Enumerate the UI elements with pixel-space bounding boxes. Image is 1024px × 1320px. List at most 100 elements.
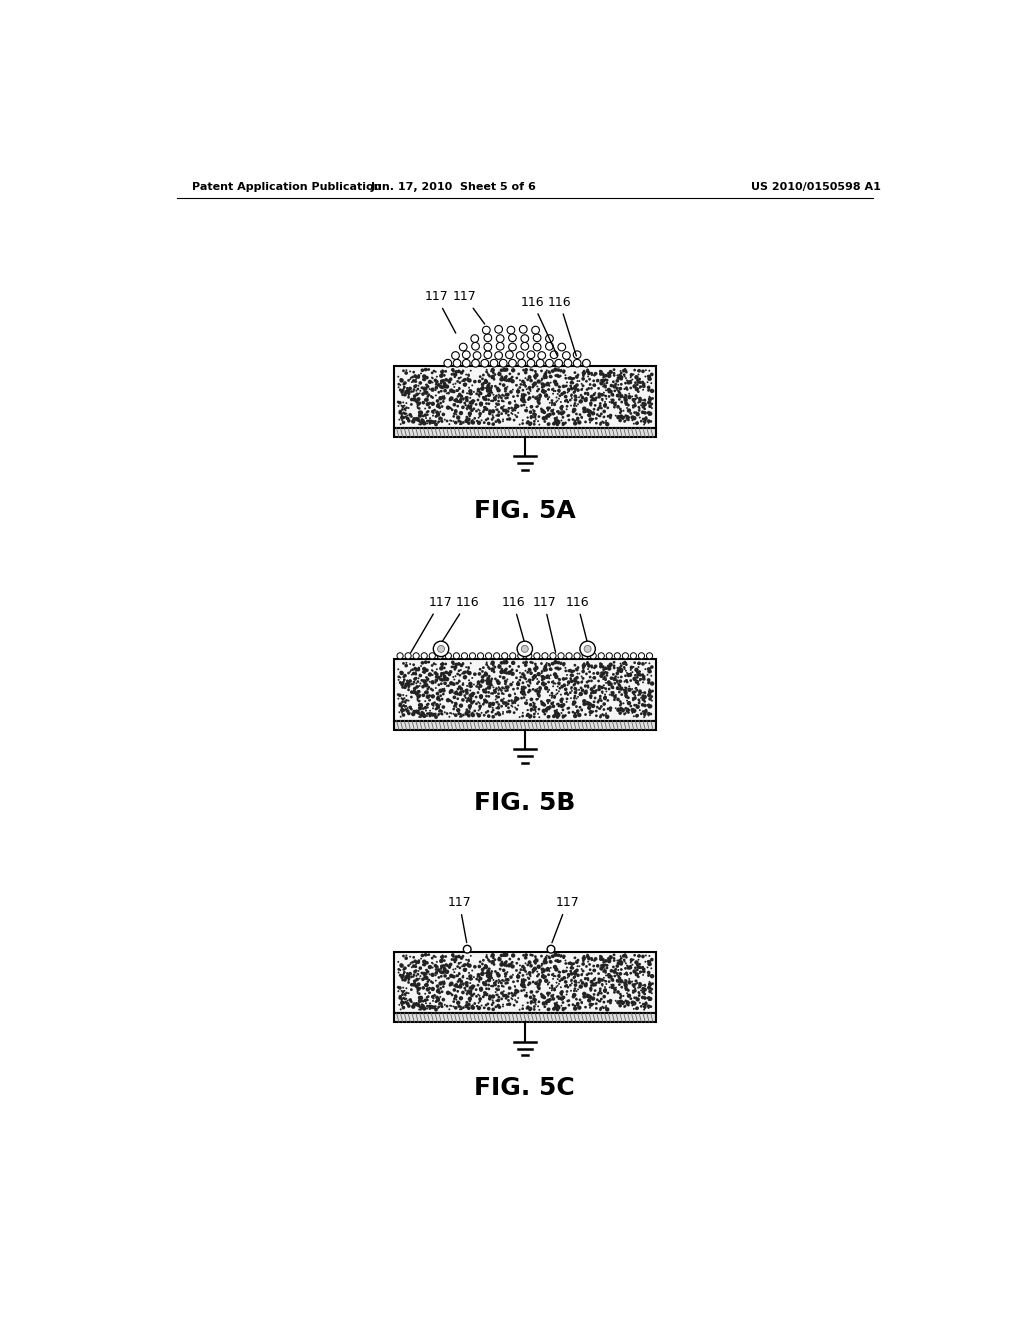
Point — [612, 399, 629, 420]
Point — [555, 705, 571, 726]
Point — [441, 999, 458, 1020]
Point — [515, 678, 531, 700]
Point — [420, 697, 436, 718]
Point — [418, 681, 434, 702]
Point — [433, 704, 450, 725]
Point — [453, 391, 469, 412]
Point — [398, 982, 415, 1003]
Point — [487, 680, 504, 701]
Point — [597, 376, 613, 397]
Point — [494, 954, 510, 975]
Point — [555, 401, 571, 422]
Point — [478, 663, 495, 684]
Point — [522, 998, 539, 1019]
Point — [551, 696, 567, 717]
Point — [494, 973, 510, 994]
Point — [641, 392, 657, 413]
Point — [404, 659, 421, 680]
Point — [618, 378, 635, 399]
Point — [597, 395, 613, 416]
Point — [402, 954, 419, 975]
Point — [515, 974, 531, 995]
Point — [414, 701, 430, 722]
Point — [447, 364, 464, 385]
Point — [452, 999, 468, 1020]
Point — [578, 383, 594, 404]
Point — [422, 689, 438, 710]
Point — [398, 945, 415, 966]
Point — [445, 960, 462, 981]
Point — [411, 993, 427, 1014]
Point — [630, 664, 646, 685]
Point — [641, 661, 657, 682]
Point — [434, 387, 451, 408]
Point — [569, 965, 586, 986]
Point — [414, 409, 430, 430]
Point — [412, 383, 428, 404]
Point — [626, 389, 642, 411]
Point — [549, 995, 565, 1016]
Point — [447, 705, 464, 726]
Point — [534, 374, 550, 395]
Point — [465, 412, 481, 433]
Point — [611, 974, 628, 995]
Point — [478, 371, 495, 392]
Point — [426, 400, 442, 421]
Point — [478, 409, 495, 430]
Point — [393, 404, 410, 425]
Point — [638, 408, 654, 429]
Point — [482, 391, 499, 412]
Point — [407, 389, 423, 411]
Point — [436, 665, 453, 686]
Point — [447, 986, 464, 1007]
Point — [395, 407, 412, 428]
Point — [524, 669, 541, 690]
Point — [510, 987, 526, 1008]
Point — [530, 407, 547, 428]
Point — [398, 403, 415, 424]
Point — [637, 389, 653, 411]
Point — [551, 673, 567, 694]
Point — [495, 701, 511, 722]
Point — [395, 981, 412, 1002]
Point — [454, 972, 470, 993]
Point — [611, 953, 628, 974]
Point — [529, 688, 546, 709]
Point — [593, 949, 609, 970]
Point — [517, 948, 534, 969]
Point — [523, 405, 540, 426]
Point — [392, 999, 409, 1020]
Point — [548, 701, 564, 722]
Point — [519, 407, 536, 428]
Point — [551, 973, 567, 994]
Point — [531, 387, 548, 408]
Point — [557, 684, 573, 705]
Point — [454, 655, 470, 676]
Point — [406, 362, 422, 383]
Point — [455, 381, 471, 403]
Point — [601, 965, 617, 986]
Point — [541, 946, 557, 968]
Circle shape — [485, 653, 492, 659]
Point — [569, 995, 586, 1016]
Point — [599, 663, 615, 684]
Point — [529, 673, 546, 694]
Point — [613, 684, 630, 705]
Point — [604, 977, 621, 998]
Point — [450, 391, 466, 412]
Point — [636, 414, 652, 436]
Point — [395, 958, 412, 979]
Point — [535, 380, 551, 401]
Point — [554, 696, 570, 717]
Point — [417, 404, 433, 425]
Point — [612, 702, 629, 723]
Point — [502, 994, 518, 1015]
Point — [610, 689, 627, 710]
Point — [626, 684, 642, 705]
Point — [513, 688, 529, 709]
Point — [440, 397, 457, 418]
Point — [514, 998, 530, 1019]
Point — [498, 950, 514, 972]
Point — [531, 999, 548, 1020]
Point — [538, 362, 554, 383]
